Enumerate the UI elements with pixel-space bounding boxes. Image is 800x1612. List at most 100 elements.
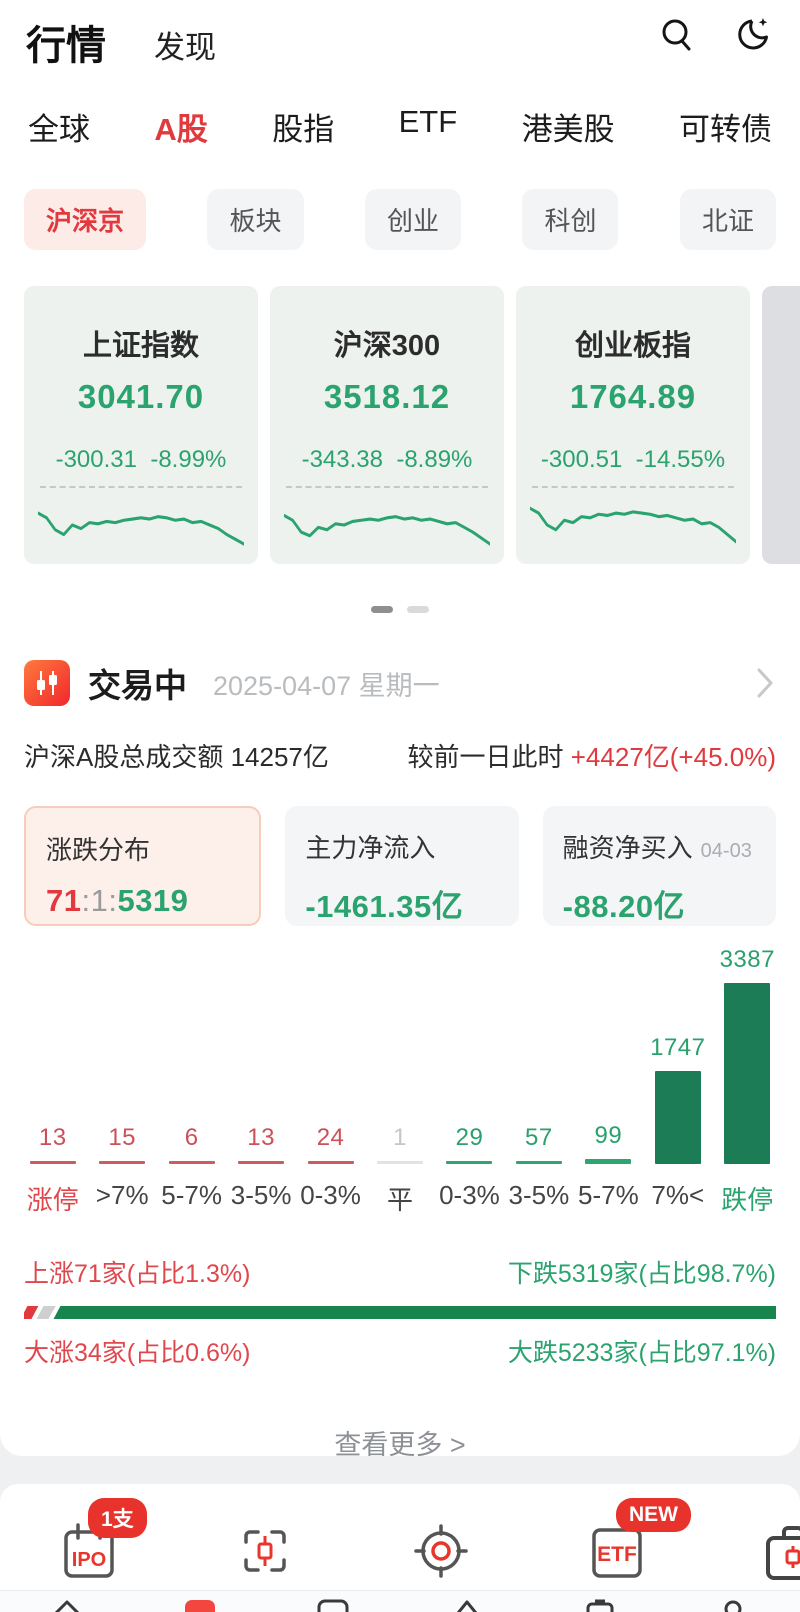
stat-card-main-net-inflow[interactable]: 主力净流入 -1461.35亿 bbox=[285, 806, 519, 926]
chart-column: 15 >7% bbox=[87, 1124, 156, 1214]
index-card-chinext[interactable]: 创业板指 1764.89 -300.51 -14.55% bbox=[516, 286, 750, 564]
app-header: 行情 发现 bbox=[0, 0, 800, 73]
bar-value-label: 57 bbox=[525, 1124, 553, 1151]
stat-value: 71:1:5319 bbox=[46, 883, 189, 918]
tab-convertible-bonds[interactable]: 可转债 bbox=[678, 112, 772, 147]
bar bbox=[376, 1161, 423, 1164]
pill-star-market[interactable]: 科创 bbox=[522, 189, 619, 250]
chart-column: 99 5-7% bbox=[574, 1122, 643, 1214]
carousel-dot-active[interactable] bbox=[371, 606, 393, 613]
bar-value-label: 3387 bbox=[719, 946, 775, 973]
stat-card-margin-net-buy[interactable]: 融资净买入 04-03 -88.20亿 bbox=[542, 806, 776, 926]
pill-hu-shen-jing[interactable]: 沪深京 bbox=[24, 189, 147, 250]
shortcuts-sheet: 1支 IPO bbox=[0, 1484, 800, 1590]
updown-bar-chart: 13 涨停 15 >7% 6 5-7% 13 3-5% 24 0-3% 1 平 29 0-3% 57 3-5%… bbox=[0, 946, 800, 1215]
stat-label: 融资净买入 04-03 bbox=[562, 833, 752, 863]
svg-text:ETF: ETF bbox=[597, 1543, 637, 1566]
tab-global[interactable]: 全球 bbox=[28, 112, 90, 147]
index-card-shanghai[interactable]: 上证指数 3041.70 -300.31 -8.99% bbox=[24, 286, 258, 564]
chart-column: 57 3-5% bbox=[504, 1124, 573, 1214]
shortcut-scan-kline[interactable] bbox=[232, 1518, 298, 1584]
shortcut-ipo-calendar[interactable]: 1支 IPO bbox=[56, 1498, 147, 1584]
main-content: 行情 发现 全球 A股 股指 ETF 港美股 可转债 沪深京 板块 创业 科创 … bbox=[0, 0, 800, 1456]
bar-value-label: 15 bbox=[108, 1124, 137, 1151]
bar bbox=[654, 1070, 701, 1164]
stat-cards: 涨跌分布 71:1:5319 主力净流入 -1461.35亿 融资净买入 04-0… bbox=[0, 806, 800, 926]
breadth-meter-bar bbox=[24, 1306, 776, 1319]
tab-a-shares[interactable]: A股 bbox=[154, 112, 208, 147]
index-name: 上证指数 bbox=[82, 330, 199, 362]
bar-category-label: 3-5% bbox=[508, 1180, 570, 1210]
dashed-divider bbox=[286, 486, 488, 488]
sparkline-chart bbox=[36, 511, 246, 546]
index-change: -300.31 -8.99% bbox=[55, 446, 227, 473]
stat-card-updown-distribution[interactable]: 涨跌分布 71:1:5319 bbox=[24, 806, 262, 926]
chart-column: 3387 跌停 bbox=[713, 946, 782, 1215]
index-price: 3518.12 bbox=[323, 378, 451, 415]
tab-hk-us[interactable]: 港美股 bbox=[521, 112, 615, 147]
ipo-count-badge: 1支 bbox=[88, 1498, 147, 1538]
turnover-compare: 较前一日此时 +4427亿(+45.0%) bbox=[407, 742, 777, 772]
bar-category-label: 0-3% bbox=[439, 1180, 500, 1210]
bar bbox=[168, 1161, 215, 1164]
bar bbox=[724, 983, 771, 1164]
chevron-right-icon[interactable] bbox=[754, 665, 776, 701]
nav-discover[interactable]: 发现 bbox=[154, 30, 216, 65]
index-card-next-partial[interactable] bbox=[762, 286, 800, 564]
nav-home[interactable] bbox=[47, 1596, 87, 1612]
pill-sectors[interactable]: 板块 bbox=[207, 189, 304, 250]
candlestick-app-icon bbox=[24, 660, 70, 706]
trading-session-header[interactable]: 交易中 2025-04-07 星期一 bbox=[0, 659, 800, 707]
chart-column: 1747 7%< bbox=[643, 1034, 712, 1214]
index-name: 沪深300 bbox=[333, 330, 441, 362]
dark-mode-moon-icon[interactable] bbox=[732, 16, 774, 56]
index-change: -300.51 -14.55% bbox=[540, 446, 726, 473]
tab-stock-index[interactable]: 股指 bbox=[272, 112, 335, 147]
page-title: 行情 bbox=[21, 22, 106, 73]
stat-value: -1461.35亿 bbox=[305, 889, 464, 924]
bar bbox=[29, 1161, 76, 1164]
chart-column: 29 0-3% bbox=[435, 1124, 504, 1214]
svg-text:IPO: IPO bbox=[72, 1549, 106, 1571]
nav-profile[interactable] bbox=[713, 1596, 753, 1612]
stat-value: -88.20亿 bbox=[562, 889, 686, 924]
nav-quotes-active[interactable] bbox=[180, 1596, 220, 1612]
pill-bse[interactable]: 北证 bbox=[679, 189, 776, 250]
bar-value-label: 29 bbox=[455, 1124, 484, 1151]
index-cards-carousel: 上证指数 3041.70 -300.31 -8.99% 沪深300 3518.1… bbox=[0, 286, 800, 564]
bar-category-label: 5-7% bbox=[161, 1180, 222, 1210]
shortcut-briefcase[interactable] bbox=[760, 1518, 800, 1584]
advancers-text: 上涨71家(占比1.3%) bbox=[24, 1260, 251, 1288]
chart-column: 13 3-5% bbox=[226, 1124, 295, 1214]
nav-portfolio[interactable] bbox=[580, 1596, 620, 1612]
session-date: 2025-04-07 星期一 bbox=[213, 670, 440, 701]
page-title-text: 行情 bbox=[26, 24, 106, 68]
stat-label: 涨跌分布 bbox=[46, 835, 151, 865]
nav-community[interactable] bbox=[447, 1596, 487, 1612]
scan-kline-icon bbox=[244, 1530, 286, 1572]
pill-chinext[interactable]: 创业 bbox=[364, 189, 461, 250]
chart-column: 24 0-3% bbox=[296, 1124, 365, 1214]
bar-category-label: >7% bbox=[95, 1180, 149, 1210]
bar bbox=[446, 1161, 493, 1164]
shortcut-etf[interactable]: NEW ETF bbox=[584, 1498, 691, 1584]
carousel-dot[interactable] bbox=[407, 606, 429, 613]
shortcut-target[interactable] bbox=[408, 1518, 474, 1584]
see-more-link[interactable]: 查看更多 > bbox=[334, 1430, 466, 1456]
bottom-nav-bar bbox=[0, 1590, 800, 1612]
tab-etf[interactable]: ETF bbox=[398, 104, 458, 139]
bar-category-label: 5-7% bbox=[578, 1180, 639, 1210]
nav-trade[interactable] bbox=[313, 1596, 353, 1612]
bar-category-label: 7%< bbox=[651, 1180, 705, 1210]
search-icon[interactable] bbox=[658, 16, 698, 56]
stat-date: 04-03 bbox=[700, 840, 752, 862]
footer-band: 1支 IPO bbox=[0, 1456, 800, 1612]
chart-column: 6 5-7% bbox=[157, 1124, 226, 1214]
index-card-csi300[interactable]: 沪深300 3518.12 -343.38 -8.89% bbox=[270, 286, 504, 564]
bar-value-label: 6 bbox=[184, 1124, 199, 1151]
stat-label: 主力净流入 bbox=[305, 833, 436, 863]
carousel-dots bbox=[0, 606, 800, 613]
chart-column: 13 涨停 bbox=[18, 1124, 87, 1215]
bar-category-label: 跌停 bbox=[721, 1185, 774, 1215]
